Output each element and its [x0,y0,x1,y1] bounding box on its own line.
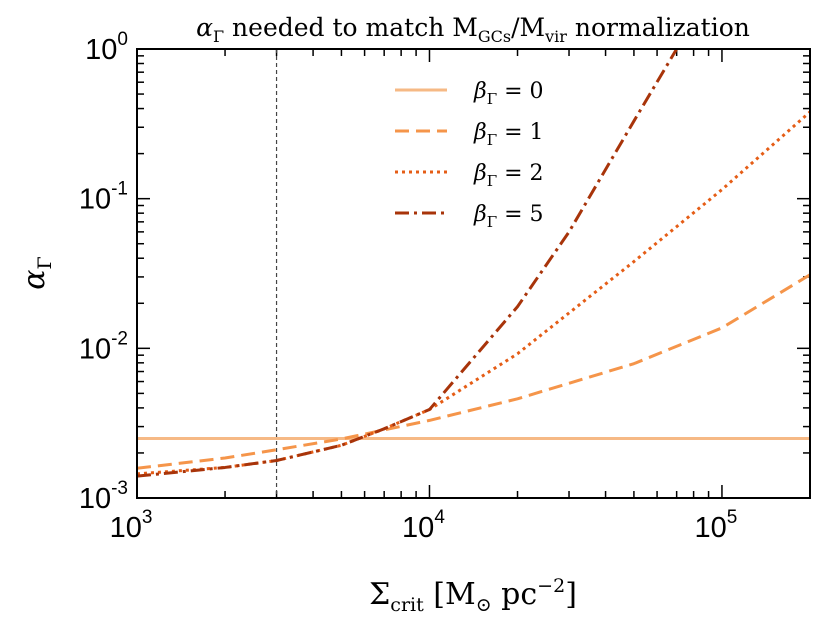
x-tick-label: 104 [402,507,445,544]
legend-label: βΓ = 0 [473,79,544,108]
y-tick-label: 10-2 [79,328,128,365]
series-line-beta-3 [137,49,678,478]
legend-label: βΓ = 5 [473,202,544,231]
series-group [137,49,810,478]
x-tick-label: 103 [110,507,153,544]
y-tick-label: 10-3 [79,478,128,515]
x-tick-label: 105 [695,507,738,544]
x-axis-label: Σcrit [M⊙ pc−2] [369,575,577,616]
axis-ticks [136,48,811,499]
series-line-beta-1 [137,273,810,470]
legend-label: βΓ = 1 [473,120,544,149]
tick-labels: 103 104 105 10-3 10-2 10-1 100 [79,29,738,544]
plot-frame [136,48,811,499]
chart-title: αΓ needed to match MGCs/Mvir normalizati… [196,13,750,46]
y-tick-label: 100 [85,29,128,66]
y-tick-label: 10-1 [79,179,128,216]
y-axis-label: αΓ [17,256,56,289]
legend: βΓ = 0 βΓ = 1 βΓ = 2 βΓ = 5 [395,79,544,231]
legend-label: βΓ = 2 [473,161,544,190]
